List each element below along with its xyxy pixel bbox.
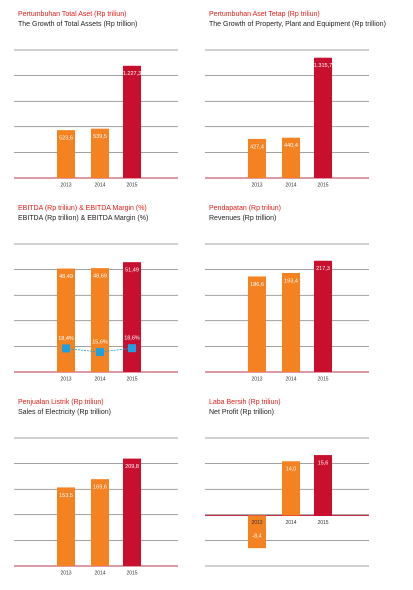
x-tick-label: 2014	[285, 520, 296, 526]
x-tick-label: 2014	[94, 376, 105, 382]
value-label: 169,6	[93, 485, 107, 491]
bar	[123, 458, 141, 566]
value-label: 186,6	[250, 282, 264, 288]
value-label: 1.227,3	[123, 71, 141, 77]
value-label: 51,49	[125, 268, 139, 274]
margin-point	[96, 348, 104, 357]
bar	[248, 276, 266, 372]
bar	[91, 268, 109, 372]
value-label: 193,4	[284, 278, 298, 284]
chart-title: EBITDA (Rp triliun) & EBITDA Margin (%)	[18, 205, 147, 212]
value-label: 14,0	[286, 467, 297, 473]
x-tick-label: 2013	[251, 376, 262, 382]
x-tick-label: 2014	[94, 570, 105, 576]
margin-label: 18,4%	[58, 336, 74, 342]
value-label: -8,4	[252, 534, 261, 540]
bar	[57, 130, 75, 178]
chart-title: Laba Bersih (Rp triliun)	[209, 399, 281, 406]
value-label: 539,5	[93, 134, 107, 140]
chart-subtitle: Sales of Electricity (Rp trillion)	[18, 409, 111, 416]
x-tick-label: 2015	[317, 182, 328, 188]
value-label: 217,3	[316, 266, 330, 272]
bar	[91, 479, 109, 566]
x-tick-label: 2013	[60, 182, 71, 188]
chart-subtitle: The Growth of Property, Plant and Equipm…	[209, 21, 386, 28]
chart-subtitle: EBITDA (Rp trillion) & EBITDA Margin (%)	[18, 215, 148, 222]
x-tick-label: 2014	[285, 376, 296, 382]
x-tick-label: 2015	[126, 376, 137, 382]
chart-subtitle: Revenues (Rp trillion)	[209, 215, 276, 222]
bar	[282, 272, 300, 372]
margin-label: 15,6%	[92, 339, 108, 345]
margin-point	[62, 344, 70, 353]
x-tick-label: 2015	[126, 182, 137, 188]
value-label: 440,4	[284, 143, 298, 149]
x-tick-label: 2015	[317, 376, 328, 382]
bar	[91, 128, 109, 178]
x-tick-label: 2015	[126, 570, 137, 576]
margin-label: 18,6%	[124, 336, 140, 342]
bar	[282, 137, 300, 178]
value-label: 15,6	[318, 461, 329, 467]
bar	[314, 260, 332, 372]
chart-title: Pertumbuhan Total Aset (Rp triliun)	[18, 11, 126, 18]
chart-subtitle: Net Profit (Rp trillion)	[209, 409, 274, 416]
value-label: 48,49	[59, 274, 73, 280]
bar	[57, 268, 75, 372]
x-tick-label: 2013	[60, 570, 71, 576]
x-tick-label: 2014	[94, 182, 105, 188]
bar	[123, 65, 141, 178]
bar	[248, 138, 266, 178]
x-tick-label: 2013	[251, 182, 262, 188]
bar	[314, 455, 332, 516]
margin-point	[128, 344, 136, 353]
chart-subtitle: The Growth of Total Assets (Rp trillion)	[18, 21, 137, 28]
value-label: 1.315,7	[314, 63, 332, 69]
chart-title: Pertumbuhan Aset Tetap (Rp triliun)	[209, 11, 320, 18]
x-tick-label: 2013	[60, 376, 71, 382]
bar	[282, 461, 300, 516]
x-tick-label: 2013	[251, 520, 262, 526]
value-label: 209,8	[125, 464, 139, 470]
chart-title: Penjualan Listrik (Rp triliun)	[18, 399, 104, 406]
bar	[123, 262, 141, 372]
chart-title: Pendapatan (Rp triliun)	[209, 205, 281, 212]
bar	[248, 515, 266, 549]
bar	[314, 57, 332, 178]
x-tick-label: 2015	[317, 520, 328, 526]
value-label: 48,69	[93, 274, 107, 280]
value-label: 153,5	[59, 493, 73, 499]
value-label: 427,4	[250, 144, 264, 150]
x-tick-label: 2014	[285, 182, 296, 188]
value-label: 523,6	[59, 136, 73, 142]
bar	[57, 487, 75, 566]
